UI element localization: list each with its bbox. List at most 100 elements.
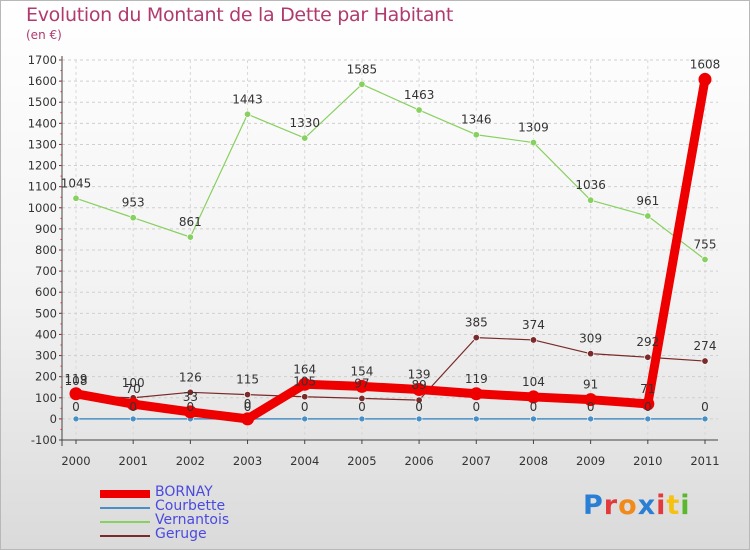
data-label: 274	[694, 339, 717, 353]
data-label: 115	[236, 373, 259, 387]
data-point	[698, 72, 712, 86]
data-point	[72, 415, 80, 423]
x-tick-label: 2009	[576, 454, 605, 468]
data-point	[472, 131, 480, 139]
data-label: 953	[122, 196, 145, 210]
data-label: 309	[579, 332, 602, 346]
grid-lines	[62, 59, 718, 441]
chart-title: Evolution du Montant de la Dette par Hab…	[26, 4, 454, 26]
x-tick-label: 2008	[519, 454, 548, 468]
data-label: 1309	[518, 121, 549, 135]
data-label: 0	[530, 400, 538, 414]
data-label: 0	[244, 397, 252, 411]
data-point	[129, 214, 137, 222]
data-point	[701, 357, 709, 365]
data-point	[472, 334, 480, 342]
data-label: 292	[636, 335, 659, 349]
data-point	[186, 233, 194, 241]
data-point	[301, 415, 309, 423]
data-point	[415, 396, 423, 404]
data-label: 0	[301, 400, 309, 414]
data-label: 385	[465, 316, 488, 330]
data-point	[298, 377, 312, 391]
series-courbette	[72, 415, 709, 423]
data-label: 119	[465, 372, 488, 386]
y-tick-label: 500	[35, 306, 57, 320]
axes: -100010020030040050060070080090010001100…	[28, 53, 720, 468]
data-point	[244, 110, 252, 118]
chart-subtitle: (en €)	[26, 28, 62, 42]
y-tick-label: 900	[35, 222, 57, 236]
y-tick-label: 1700	[28, 53, 57, 67]
data-label: 0	[472, 400, 480, 414]
data-point	[587, 350, 595, 358]
y-tick-label: 0	[50, 412, 57, 426]
data-point	[644, 212, 652, 220]
data-label: 0	[187, 400, 195, 414]
data-point	[358, 394, 366, 402]
data-label: 139	[408, 368, 431, 382]
data-label: 104	[522, 375, 545, 389]
x-tick-label: 2000	[61, 454, 90, 468]
legend-swatch	[100, 521, 150, 523]
logo-letter: i	[656, 490, 667, 521]
labels-bornay: 119 70 33 0 164 154 139 119 104 91 71 1608	[65, 57, 721, 410]
data-point	[644, 415, 652, 423]
data-point	[530, 415, 537, 423]
data-label: 1045	[61, 176, 92, 190]
y-tick-label: 100	[35, 391, 57, 405]
data-point	[129, 415, 137, 423]
proxiti-logo: Proxiti	[583, 490, 691, 521]
data-label: 0	[244, 400, 252, 414]
data-point	[644, 353, 652, 361]
data-point	[126, 397, 140, 411]
data-label: 71	[640, 382, 655, 396]
data-point	[415, 106, 423, 114]
data-label: 70	[126, 382, 141, 396]
legend-swatch	[100, 490, 150, 498]
data-label: 1036	[575, 178, 606, 192]
data-point	[469, 387, 483, 401]
data-label: 755	[694, 238, 717, 252]
data-label: 1330	[289, 116, 320, 130]
labels-vernantois: 1045 953 861 1443 1330 1585 1463 1346 1309 1036 96…	[61, 62, 717, 251]
series-vernantois	[72, 80, 709, 263]
y-tick-label: 1400	[28, 116, 57, 130]
data-point	[587, 196, 595, 204]
data-point	[526, 390, 540, 404]
x-tick-label: 2011	[690, 454, 719, 468]
data-point	[186, 388, 194, 396]
data-label: 961	[636, 194, 659, 208]
legend-label: Vernantois	[155, 512, 230, 528]
x-tick-label: 2006	[404, 454, 433, 468]
data-point	[355, 379, 369, 393]
data-label: 119	[65, 372, 88, 386]
data-label: 1585	[347, 62, 378, 76]
data-point	[301, 393, 309, 401]
data-label: 0	[701, 400, 709, 414]
data-point	[587, 415, 594, 423]
y-tick-label: 300	[35, 349, 57, 363]
data-label: 1608	[690, 57, 721, 71]
data-point	[529, 336, 537, 344]
x-tick-label: 2010	[633, 454, 662, 468]
x-tick-label: 2007	[462, 454, 491, 468]
x-tick-label: 2003	[233, 454, 262, 468]
legend-swatch	[100, 535, 150, 537]
y-tick-label: 600	[35, 285, 57, 299]
logo-letter: P	[583, 490, 604, 521]
data-point	[641, 397, 655, 411]
data-label: 154	[350, 364, 373, 378]
data-label: 0	[644, 400, 652, 414]
data-label: 97	[354, 376, 369, 390]
series-line	[75, 337, 706, 401]
logo-letter: t	[666, 490, 681, 521]
data-label: 0	[587, 400, 595, 414]
data-point	[358, 80, 366, 88]
data-point	[183, 405, 197, 419]
y-tick-label: 1200	[28, 159, 57, 173]
x-tick-label: 2005	[347, 454, 376, 468]
y-tick-label: 1300	[28, 137, 57, 151]
data-label: 0	[415, 400, 423, 414]
